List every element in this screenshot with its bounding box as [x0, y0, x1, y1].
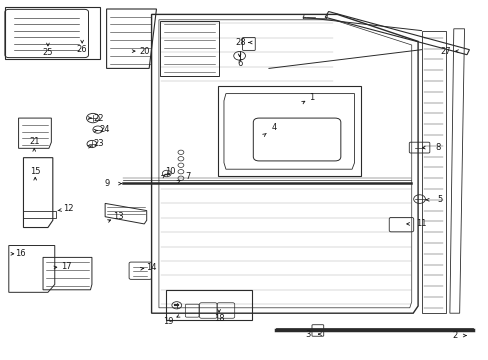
Text: 3: 3 [305, 330, 310, 338]
Text: 18: 18 [213, 314, 224, 323]
Text: 23: 23 [93, 139, 104, 148]
Text: 26: 26 [77, 45, 87, 54]
Text: 5: 5 [437, 195, 442, 204]
Text: 22: 22 [93, 113, 104, 122]
Text: 4: 4 [271, 123, 276, 132]
Text: 15: 15 [30, 166, 41, 175]
Text: 9: 9 [105, 179, 110, 188]
Text: 6: 6 [237, 58, 242, 68]
Text: 11: 11 [415, 219, 426, 228]
Text: 25: 25 [42, 48, 53, 57]
Text: 17: 17 [61, 262, 71, 271]
Text: 20: 20 [139, 46, 149, 55]
Text: 16: 16 [15, 249, 26, 258]
Text: 12: 12 [63, 204, 74, 213]
Text: 28: 28 [235, 38, 245, 47]
Text: 27: 27 [440, 46, 450, 55]
Text: 21: 21 [29, 136, 40, 145]
Text: 24: 24 [100, 125, 110, 134]
Text: 1: 1 [309, 93, 314, 102]
Text: 7: 7 [185, 172, 190, 181]
Text: 2: 2 [451, 331, 456, 340]
Text: 13: 13 [113, 212, 123, 221]
Text: 8: 8 [434, 143, 439, 152]
Text: 19: 19 [163, 317, 174, 325]
Text: 14: 14 [146, 263, 157, 271]
Text: 10: 10 [164, 166, 175, 175]
